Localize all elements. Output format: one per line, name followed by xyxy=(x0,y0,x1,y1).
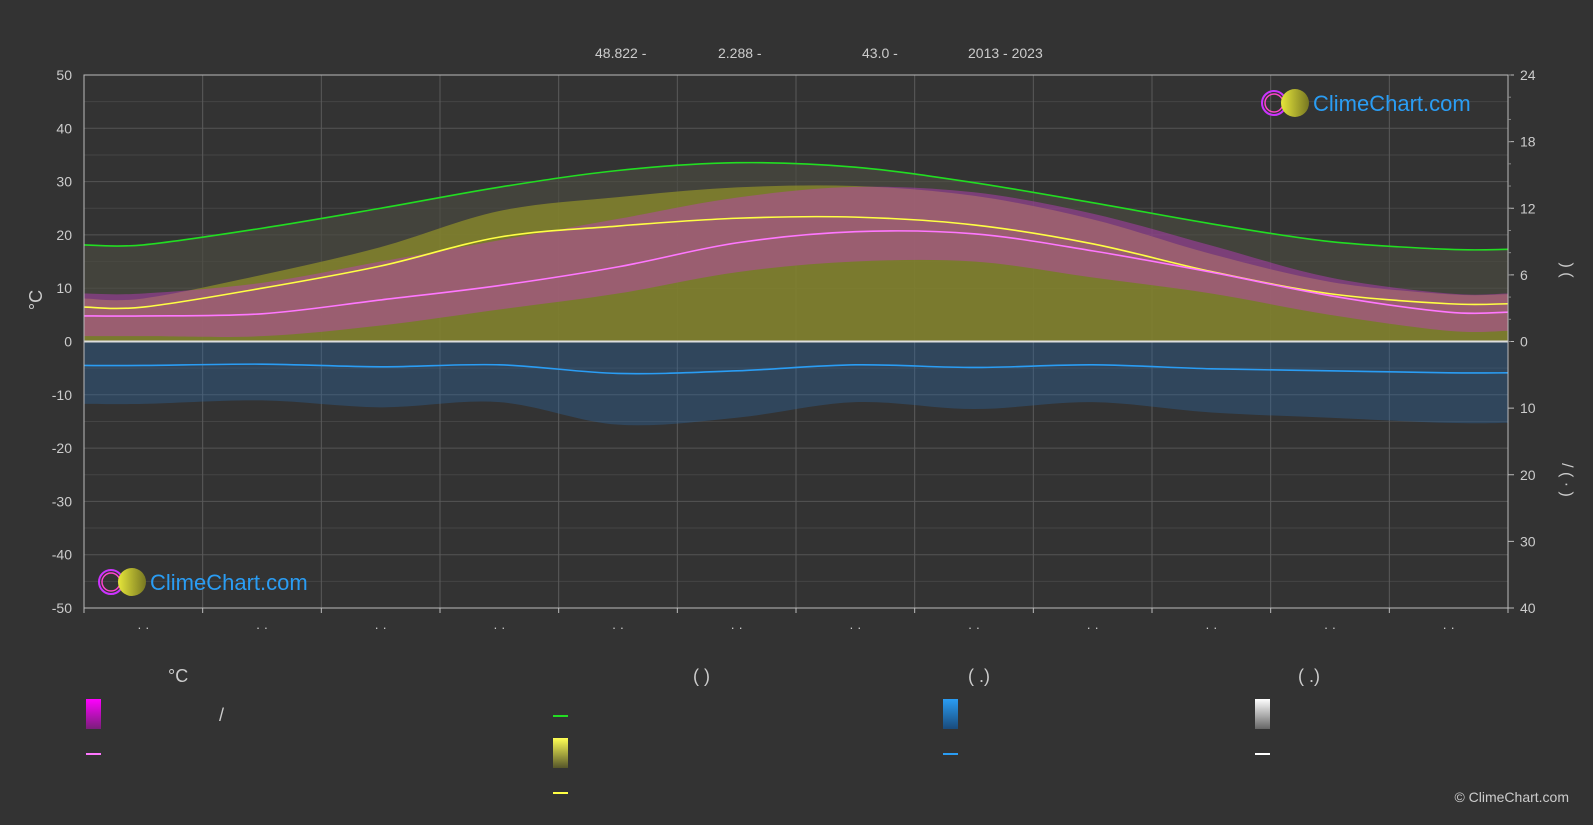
y-left-tick-label: 50 xyxy=(56,67,72,83)
x-tick-label: · · xyxy=(612,620,624,635)
legend: °C ( ) ( .) ( .) / xyxy=(86,666,1320,794)
y-left-tick-label: -20 xyxy=(52,440,72,456)
legend-header-snow: ( .) xyxy=(1298,666,1320,686)
y-left-tick-label: -50 xyxy=(52,600,72,616)
logo-text: ClimeChart.com xyxy=(150,570,308,595)
sunshine-area xyxy=(84,185,1508,342)
logo-text: ClimeChart.com xyxy=(1313,91,1471,116)
y-right-top-tick-label: 24 xyxy=(1520,67,1536,83)
y-right-bottom-tick-label: 40 xyxy=(1520,600,1536,616)
y-left-tick-label: 10 xyxy=(56,280,72,296)
temperature-range-area xyxy=(84,186,1508,337)
y-left-tick-label: 40 xyxy=(56,120,72,136)
x-tick-label: · · xyxy=(1087,620,1099,635)
y-left-tick-label: 0 xyxy=(64,334,72,350)
daylight-line xyxy=(83,161,1509,251)
precipitation-line xyxy=(83,363,1509,375)
legend-swatch-temp-range xyxy=(86,699,101,729)
legend-header-temperature: °C xyxy=(168,666,188,686)
header-years: 2013 - 2023 xyxy=(968,45,1043,61)
sunshine-line xyxy=(83,215,1509,310)
y-left-tick-label: 20 xyxy=(56,227,72,243)
x-tick-label: · · xyxy=(137,620,149,635)
y-right-top-tick-label: 6 xyxy=(1520,267,1528,283)
legend-header-precipitation: ( .) xyxy=(968,666,990,686)
copyright: © ClimeChart.com xyxy=(1454,789,1569,805)
y-left-tick-label: -10 xyxy=(52,387,72,403)
legend-swatch-snow xyxy=(1255,699,1270,729)
x-tick-label: · · xyxy=(968,620,980,635)
y-right-bottom-tick-label: 10 xyxy=(1520,400,1536,416)
y-left-tick-label: -30 xyxy=(52,493,72,509)
legend-swatch-sunshine xyxy=(553,738,568,768)
x-tick-label: · · xyxy=(375,620,387,635)
x-tick-label: · · xyxy=(1443,620,1455,635)
y-right-top-tick-label: 18 xyxy=(1520,134,1536,150)
legend-slash: / xyxy=(219,705,224,725)
y-axis-right-top-label: ) ( xyxy=(1558,262,1575,278)
y-right-bottom-tick-label: 30 xyxy=(1520,533,1536,549)
precipitation-area xyxy=(84,341,1508,426)
y-axis-right-bottom-label: / ( · ) xyxy=(1558,463,1575,497)
legend-swatch-rain xyxy=(943,699,958,729)
plot-area: 50 40 30 20 10 0 -10 -20 -30 -40 -50 24 18 12 6 0 10 20 30… xyxy=(52,67,1575,635)
x-tick-label: · · xyxy=(849,620,861,635)
x-tick-label: · · xyxy=(1324,620,1336,635)
header-elevation: 43.0 - xyxy=(862,45,898,61)
x-tick-label: · · xyxy=(1205,620,1217,635)
logo-bottom-left: ClimeChart.com xyxy=(98,568,308,596)
y-right-top-tick-label: 12 xyxy=(1520,200,1536,216)
x-tick-label: · · xyxy=(493,620,505,635)
mean-temperature-line xyxy=(83,230,1509,317)
legend-header-daylight: ( ) xyxy=(693,666,710,686)
y-right-bottom-tick-label: 20 xyxy=(1520,467,1536,483)
header-latitude: 48.822 - xyxy=(595,45,647,61)
x-tick-label: · · xyxy=(731,620,743,635)
y-right-top-tick-label: 0 xyxy=(1520,334,1528,350)
y-left-tick-label: 30 xyxy=(56,174,72,190)
x-tick-label: · · xyxy=(256,620,268,635)
logo-top-right: ClimeChart.com xyxy=(1261,89,1471,117)
header-longitude: 2.288 - xyxy=(718,45,762,61)
y-axis-left-label: °C xyxy=(26,290,46,310)
y-left-tick-label: -40 xyxy=(52,547,72,563)
